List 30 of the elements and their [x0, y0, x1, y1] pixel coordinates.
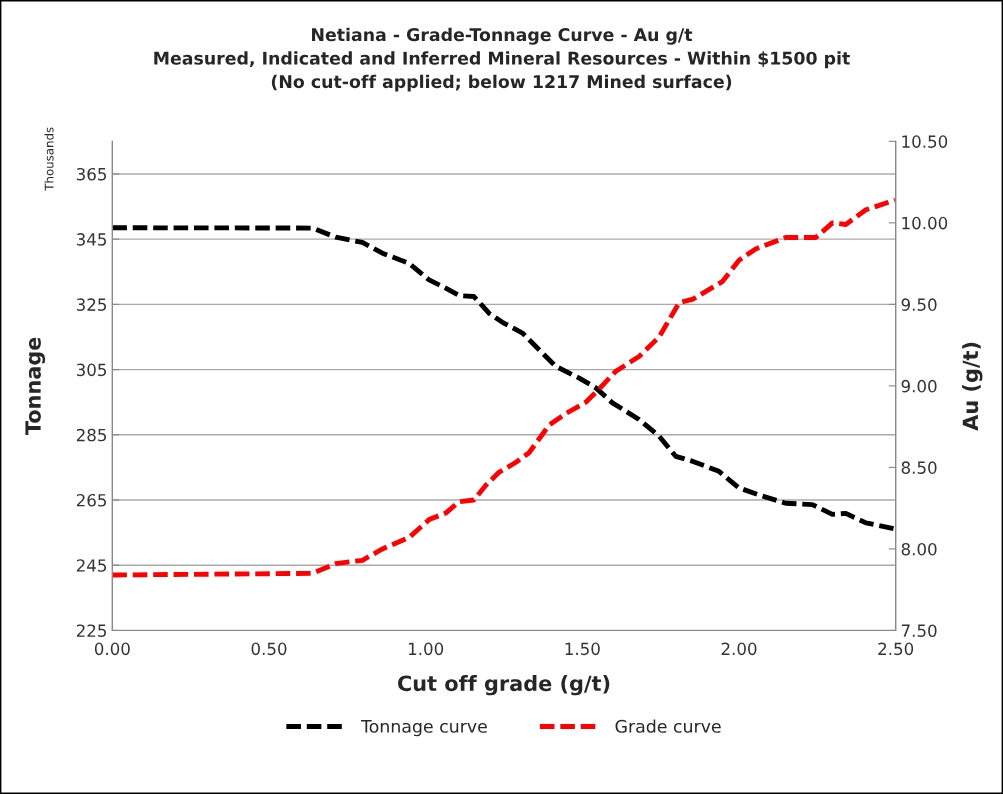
legend-label: Tonnage curve: [360, 719, 487, 737]
chart-title: Netiana - Grade-Tonnage Curve - Au g/t Measured, Indicated and Inferred Mineral Resources - Within $1500 pit (No cut-off applied; below 1217 Mined surface): [154, 27, 850, 92]
x-tick-label: 2.50: [878, 642, 914, 656]
y-tick-label: 245: [76, 559, 107, 572]
legend-label: Grade curve: [615, 719, 721, 733]
y2-tick-label: 8.50: [901, 461, 937, 474]
line-series: [112, 225, 896, 532]
y2-tick-label: 8.00: [901, 542, 937, 556]
y-tick-label: 325: [76, 298, 107, 311]
y-axis-title: Tonnage: [25, 337, 46, 436]
y-tick-label: 285: [76, 428, 107, 442]
y-tick-label: 345: [76, 233, 107, 246]
x-tick-label: 1.50: [565, 642, 600, 656]
x-tick-label: 2.00: [721, 642, 757, 656]
y-tick-label: 365: [76, 167, 107, 181]
text: Thousands: [44, 127, 54, 191]
y-tick-label: 225: [76, 624, 107, 638]
line-series: [112, 197, 896, 578]
x-tick-label: 1.00: [408, 642, 444, 656]
x-tick-label: 0.00: [94, 642, 130, 656]
y-tick-label: 265: [76, 493, 107, 507]
y2-tick-label: 7.50: [901, 624, 937, 638]
y-tick-label: 305: [76, 363, 107, 377]
y2-tick-label: 10.00: [902, 216, 948, 230]
y2-tick-label: 9.50: [901, 298, 937, 311]
y2-tick-label: 9.00: [901, 379, 937, 393]
y2-axis-title: Au (g/t): [962, 342, 983, 431]
x-tick-label: 0.50: [251, 642, 287, 656]
x-axis-title: Cut off grade (g/t): [398, 675, 610, 696]
y2-tick-label: 10.50: [902, 135, 948, 148]
